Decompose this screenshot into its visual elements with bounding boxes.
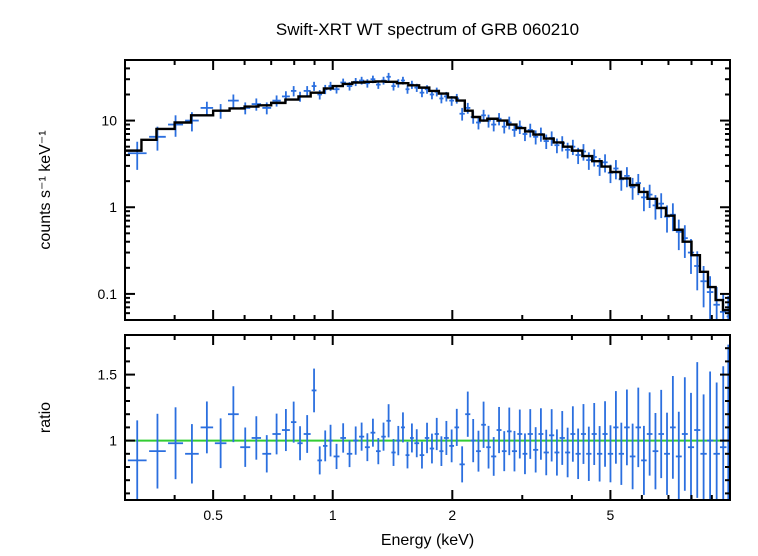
chart-title: Swift-XRT WT spectrum of GRB 060210 (276, 20, 579, 39)
x-tick-label: 0.5 (203, 507, 223, 523)
y-tick-label: 1 (109, 433, 117, 449)
x-tick-label: 2 (448, 507, 456, 523)
x-tick-label: 1 (329, 507, 337, 523)
y-axis-label-top: counts s⁻¹ keV⁻¹ (37, 130, 54, 249)
y-tick-label: 10 (101, 113, 117, 129)
y-tick-label: 1 (109, 199, 117, 215)
x-tick-label: 5 (607, 507, 615, 523)
y-axis-label-bottom: ratio (37, 402, 54, 433)
spectrum-chart: 0.5 1 2 5 0.1 1 10 1 1.5 Swift-XRT WT spectrum of… (0, 0, 758, 556)
y-tick-label: 1.5 (98, 367, 118, 383)
x-axis-label: Energy (keV) (381, 532, 474, 549)
y-tick-label: 0.1 (98, 286, 118, 302)
